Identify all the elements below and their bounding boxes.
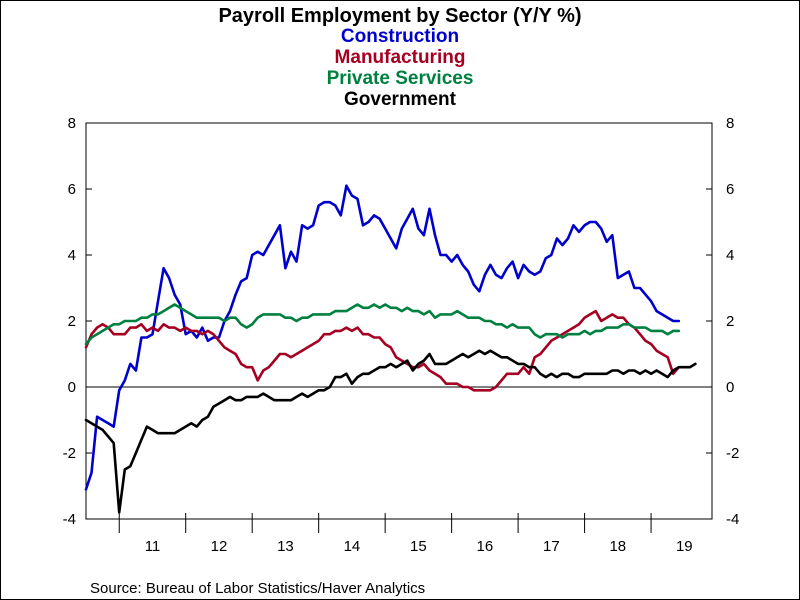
plot-area bbox=[85, 122, 713, 520]
x-tick-label: 16 bbox=[477, 538, 494, 555]
legend-entry: Construction bbox=[341, 26, 459, 47]
x-tick-label: 18 bbox=[609, 538, 626, 555]
legend-entry: Manufacturing bbox=[335, 47, 466, 68]
legend-entry: Private Services bbox=[327, 68, 474, 89]
x-tick-label: 15 bbox=[410, 538, 427, 555]
source-note: Source: Bureau of Labor Statistics/Haver… bbox=[90, 580, 425, 597]
y-tick-label: -2 bbox=[726, 445, 739, 462]
y-tick-label: 6 bbox=[68, 181, 76, 198]
y-tick-label: -4 bbox=[726, 511, 739, 528]
y-tick-label: -2 bbox=[63, 445, 76, 462]
x-tick-label: 12 bbox=[211, 538, 228, 555]
y-tick-label: 2 bbox=[68, 313, 76, 330]
y-tick-label: 8 bbox=[68, 115, 76, 132]
chart-title: Payroll Employment by Sector (Y/Y %) bbox=[218, 5, 581, 27]
x-tick-label: 14 bbox=[344, 538, 361, 555]
y-tick-label: 4 bbox=[68, 247, 76, 264]
y-tick-label: 8 bbox=[726, 115, 734, 132]
y-tick-label: 6 bbox=[726, 181, 734, 198]
series-line bbox=[84, 309, 681, 392]
x-tick-label: 17 bbox=[543, 538, 560, 555]
y-tick-label: 0 bbox=[68, 379, 76, 396]
y-tick-label: 0 bbox=[726, 379, 734, 396]
x-tick-label: 11 bbox=[145, 538, 161, 555]
x-axis: 11 12 13 14 15 16 17 18 19 bbox=[118, 513, 693, 555]
y-tick-label: -4 bbox=[63, 511, 76, 528]
left-y-axis: -4 -2 0 2 4 6 8 bbox=[63, 115, 92, 528]
y-tick-label: 4 bbox=[726, 247, 734, 264]
right-y-axis: -4 -2 0 2 4 6 8 bbox=[706, 115, 739, 528]
series-line bbox=[84, 303, 681, 346]
series-group bbox=[84, 184, 697, 514]
y-tick-label: 2 bbox=[726, 313, 734, 330]
legend-entry: Government bbox=[344, 89, 457, 110]
x-tick-label: 13 bbox=[277, 538, 294, 555]
series-line bbox=[84, 349, 697, 514]
x-tick-label: 19 bbox=[676, 538, 693, 555]
